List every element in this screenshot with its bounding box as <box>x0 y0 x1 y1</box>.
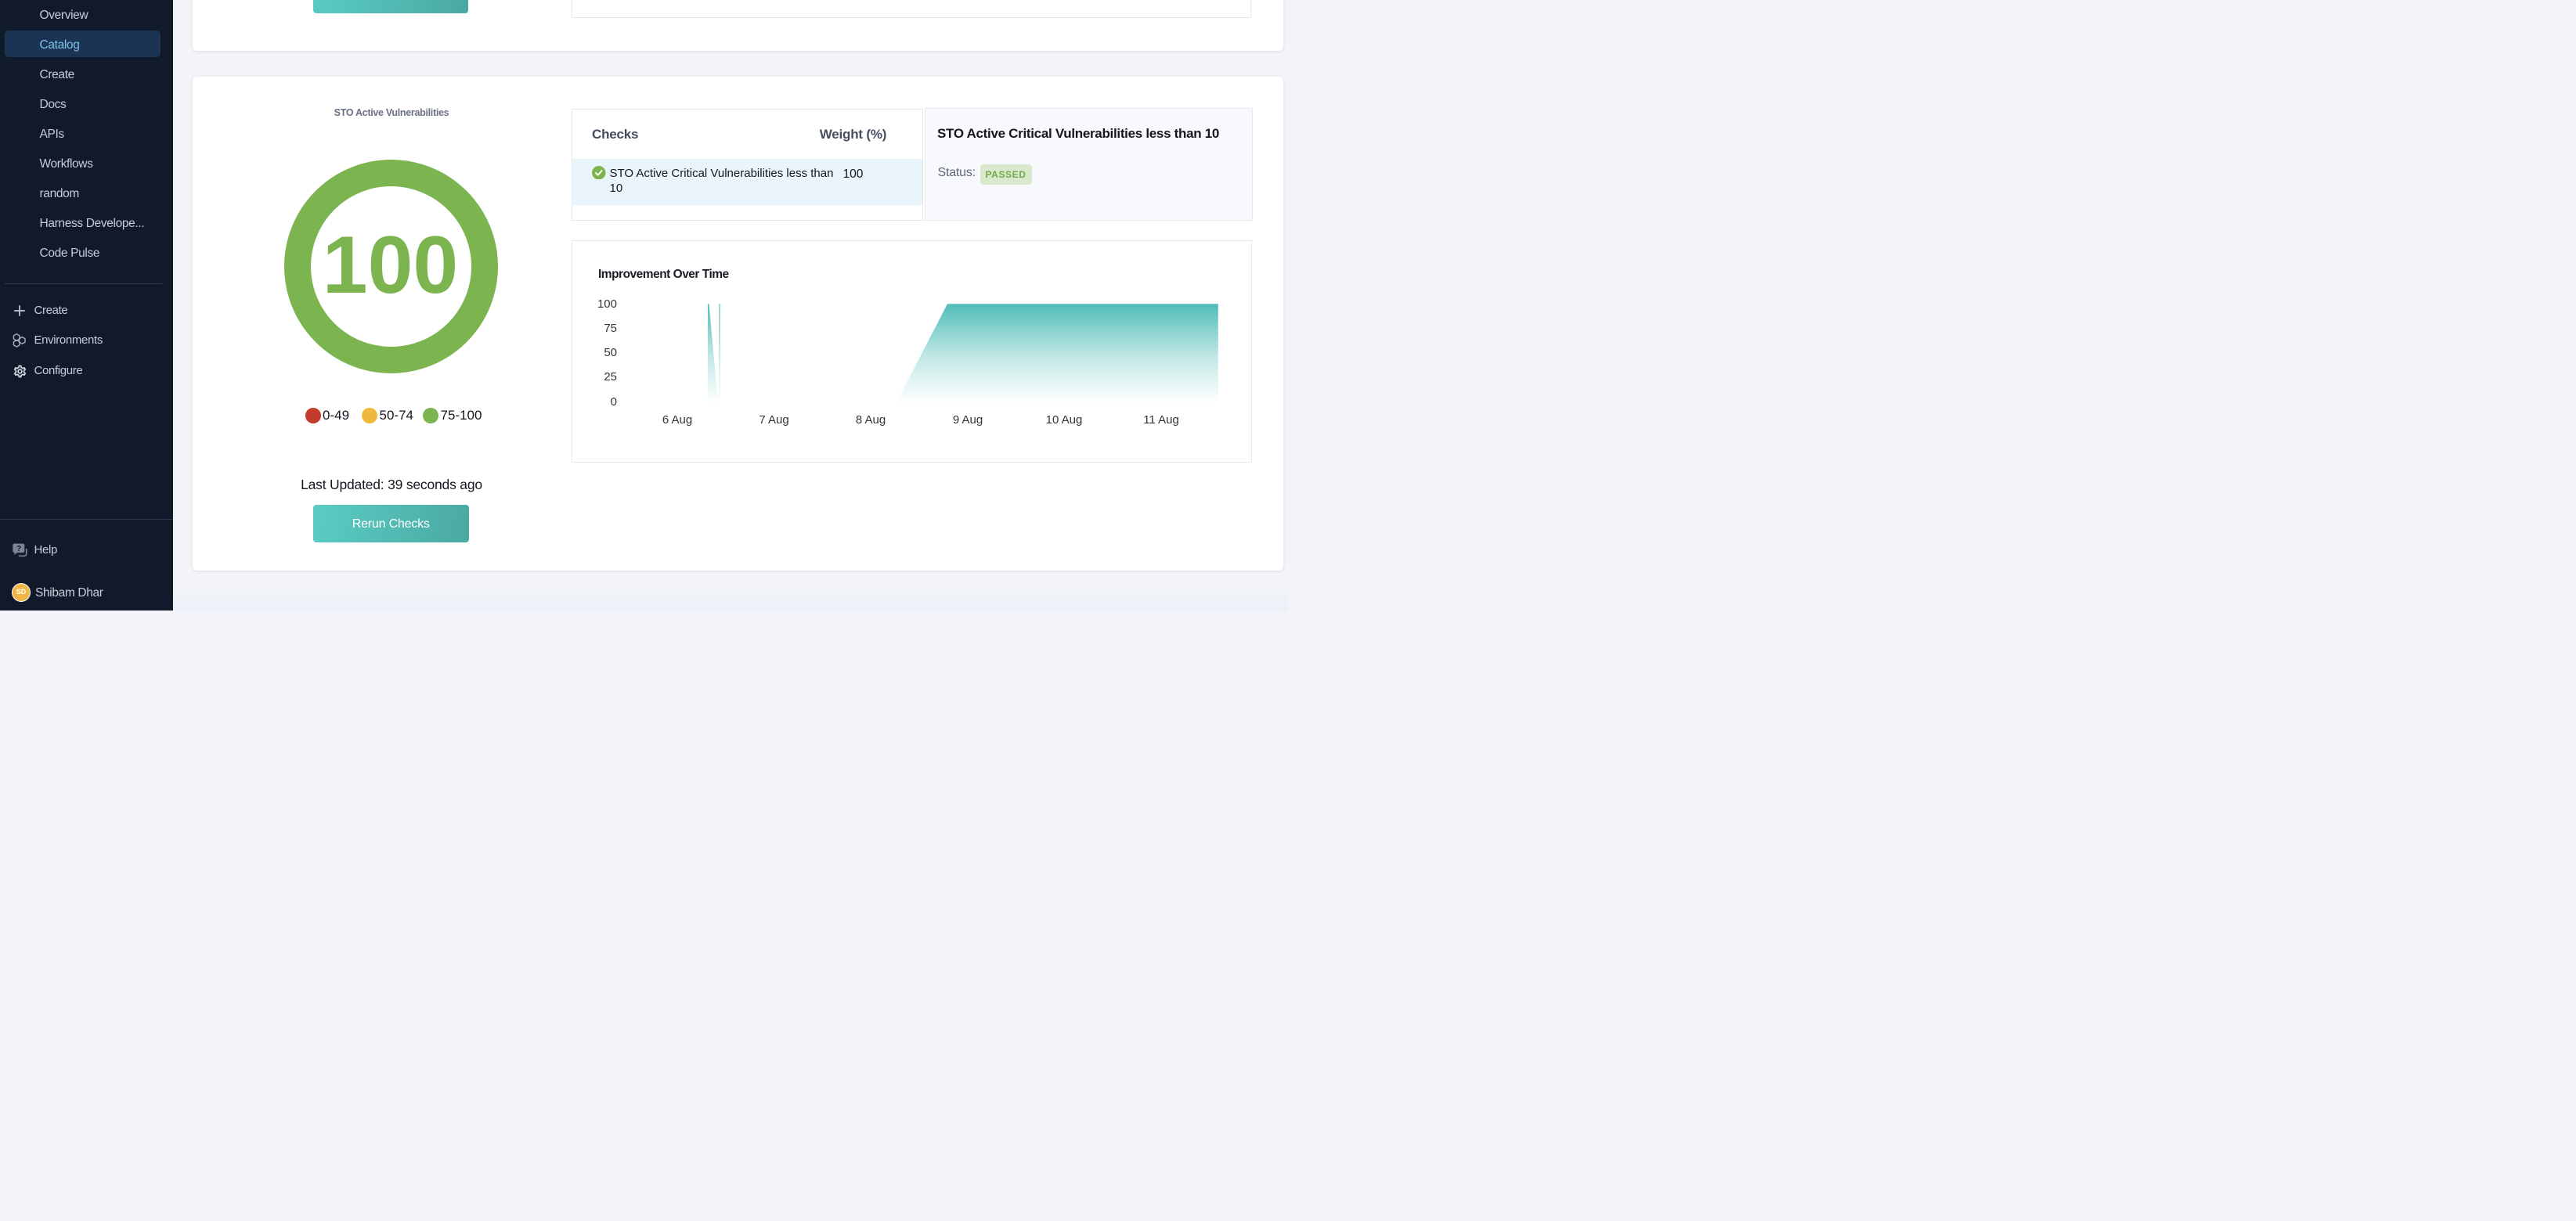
svg-text:?: ? <box>16 544 20 553</box>
